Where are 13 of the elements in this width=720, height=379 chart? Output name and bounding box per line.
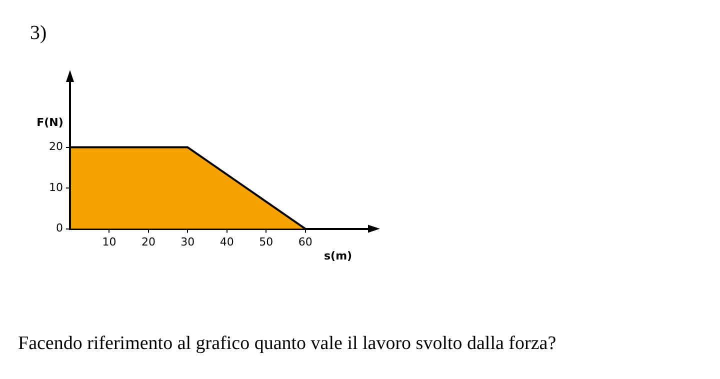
chart-title: 3) <box>30 22 47 45</box>
x-axis-title: s(m) <box>324 250 352 263</box>
y-tick-label: 20 <box>48 140 63 154</box>
x-tick-label: 50 <box>259 235 274 248</box>
y-axis-title: F(N) <box>36 116 64 130</box>
x-tick-label: 40 <box>220 235 234 248</box>
x-tick-label: 10 <box>102 235 116 248</box>
x-tick-label: 60 <box>298 235 312 248</box>
y-tick-label: 10 <box>48 180 63 194</box>
y-tick-label: 0 <box>56 222 63 235</box>
x-tick-label: 30 <box>180 235 195 248</box>
text: Facendo riferimento al grafico quanto vale il lavoro svolto dalla forza? <box>18 333 556 355</box>
x-tick-label: 20 <box>141 235 156 248</box>
